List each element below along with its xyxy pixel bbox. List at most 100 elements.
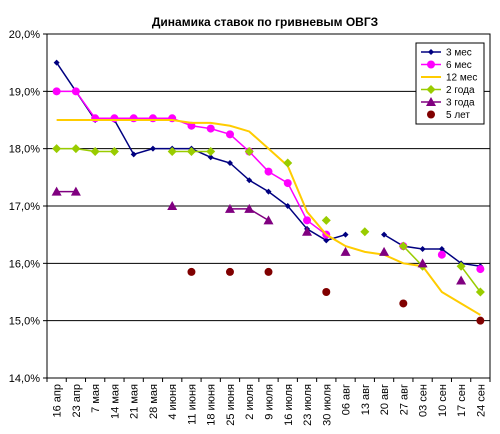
data-point (226, 160, 233, 166)
data-point (437, 250, 446, 259)
data-point (438, 246, 445, 252)
data-point (51, 186, 62, 196)
data-point (71, 87, 80, 96)
data-point (475, 287, 485, 297)
data-point (187, 267, 196, 276)
x-tick-label: 16 апр (52, 384, 64, 417)
data-point (321, 215, 331, 225)
series-line (460, 265, 481, 293)
y-tick-label: 14,0% (9, 373, 40, 385)
series-layer (51, 59, 485, 325)
data-point (91, 114, 100, 123)
legend-box (415, 42, 485, 125)
data-point (244, 203, 255, 213)
series-line (56, 147, 115, 153)
data-point (342, 231, 349, 238)
x-tick-label: 28 мая (148, 384, 160, 419)
x-tick-label: 27 авг (398, 384, 410, 415)
legend-swatch-marker (427, 60, 435, 69)
data-point (456, 275, 467, 285)
data-point (419, 246, 426, 252)
legend-label: 2 года (446, 85, 475, 96)
x-tick-label: 11 июня (186, 384, 198, 425)
x-tick-label: 14 мая (109, 384, 121, 419)
x-tick-label: 2 июля (244, 384, 256, 420)
data-point (322, 288, 331, 296)
x-tick-label: 20 авг (379, 384, 391, 415)
data-point (167, 147, 177, 157)
data-point (90, 147, 100, 157)
y-tick-label: 15,0% (9, 316, 40, 328)
data-point (225, 130, 234, 139)
x-tick-label: 7 мая (90, 384, 102, 413)
x-tick-label: 25 июня (225, 384, 237, 426)
data-point (417, 258, 428, 268)
data-point (283, 179, 292, 188)
chart-title: Динамика ставок по гривневым ОВГЗ (152, 15, 378, 29)
y-tick-label: 19,0% (9, 86, 40, 98)
data-point (167, 201, 178, 210)
x-tick-label: 23 апр (71, 384, 83, 417)
data-point (398, 241, 408, 251)
data-point (110, 114, 119, 123)
data-point (381, 231, 388, 238)
data-point (109, 147, 119, 157)
legend-swatch-marker (426, 97, 436, 106)
x-tick-label: 9 июля (264, 384, 276, 420)
x-tick-label: 4 июня (167, 384, 179, 420)
legend-swatch-marker (426, 85, 436, 94)
x-tick-label: 24 сен (475, 384, 487, 417)
data-point (476, 316, 485, 325)
data-point (283, 158, 293, 168)
data-point (379, 246, 390, 256)
data-point (264, 267, 273, 276)
x-tick-label: 18 июня (206, 384, 218, 426)
x-axis: 16 апр 23 апр 7 мая 14 мая 21 мая 28 мая 4 июн… (46, 378, 491, 426)
data-point (224, 203, 235, 213)
data-point (284, 203, 291, 209)
data-point (399, 299, 408, 308)
data-point (148, 114, 157, 123)
data-point (149, 145, 156, 152)
series-5 (51, 186, 467, 285)
x-tick-label: 30 июля (321, 384, 333, 426)
legend-label: 6 мес (446, 60, 472, 71)
data-point (70, 186, 81, 196)
data-point (52, 144, 62, 154)
data-point (53, 59, 60, 66)
x-tick-label: 03 сен (418, 384, 430, 417)
series-3 (56, 119, 481, 316)
y-tick-label: 18,0% (9, 144, 40, 156)
data-point (206, 124, 215, 133)
data-point (244, 147, 254, 157)
legend-label: 12 мес (446, 73, 477, 84)
x-tick-label: 21 мая (129, 384, 141, 419)
x-tick-label: 16 июля (283, 384, 295, 426)
data-point (476, 265, 485, 274)
y-tick-label: 20,0% (9, 29, 40, 41)
data-point (265, 188, 272, 195)
data-point (206, 147, 216, 157)
data-point (207, 154, 214, 161)
series-line (402, 245, 424, 267)
legend-swatch-marker (427, 110, 435, 119)
data-point (130, 151, 137, 158)
legend-label: 3 года (446, 98, 475, 109)
y-tick-label: 17,0% (9, 201, 40, 213)
data-point (186, 147, 196, 157)
data-point (71, 144, 81, 154)
legend-label: 3 мес (446, 48, 472, 59)
x-tick-label: 17 сен (456, 384, 468, 417)
data-point (263, 215, 274, 225)
data-point (303, 216, 312, 225)
data-point (302, 226, 313, 236)
data-point (340, 246, 351, 256)
series-6 (187, 267, 485, 325)
data-point (246, 177, 253, 184)
data-point (456, 261, 466, 271)
x-tick-label: 06 авг (341, 384, 353, 415)
legend-label: 5 лет (446, 110, 470, 121)
y-axis: 14,0% 15,0% 16,0% 17,0% 18,0% 19,0% 20,0% (9, 29, 47, 385)
x-tick-label: 23 июля (302, 384, 314, 426)
